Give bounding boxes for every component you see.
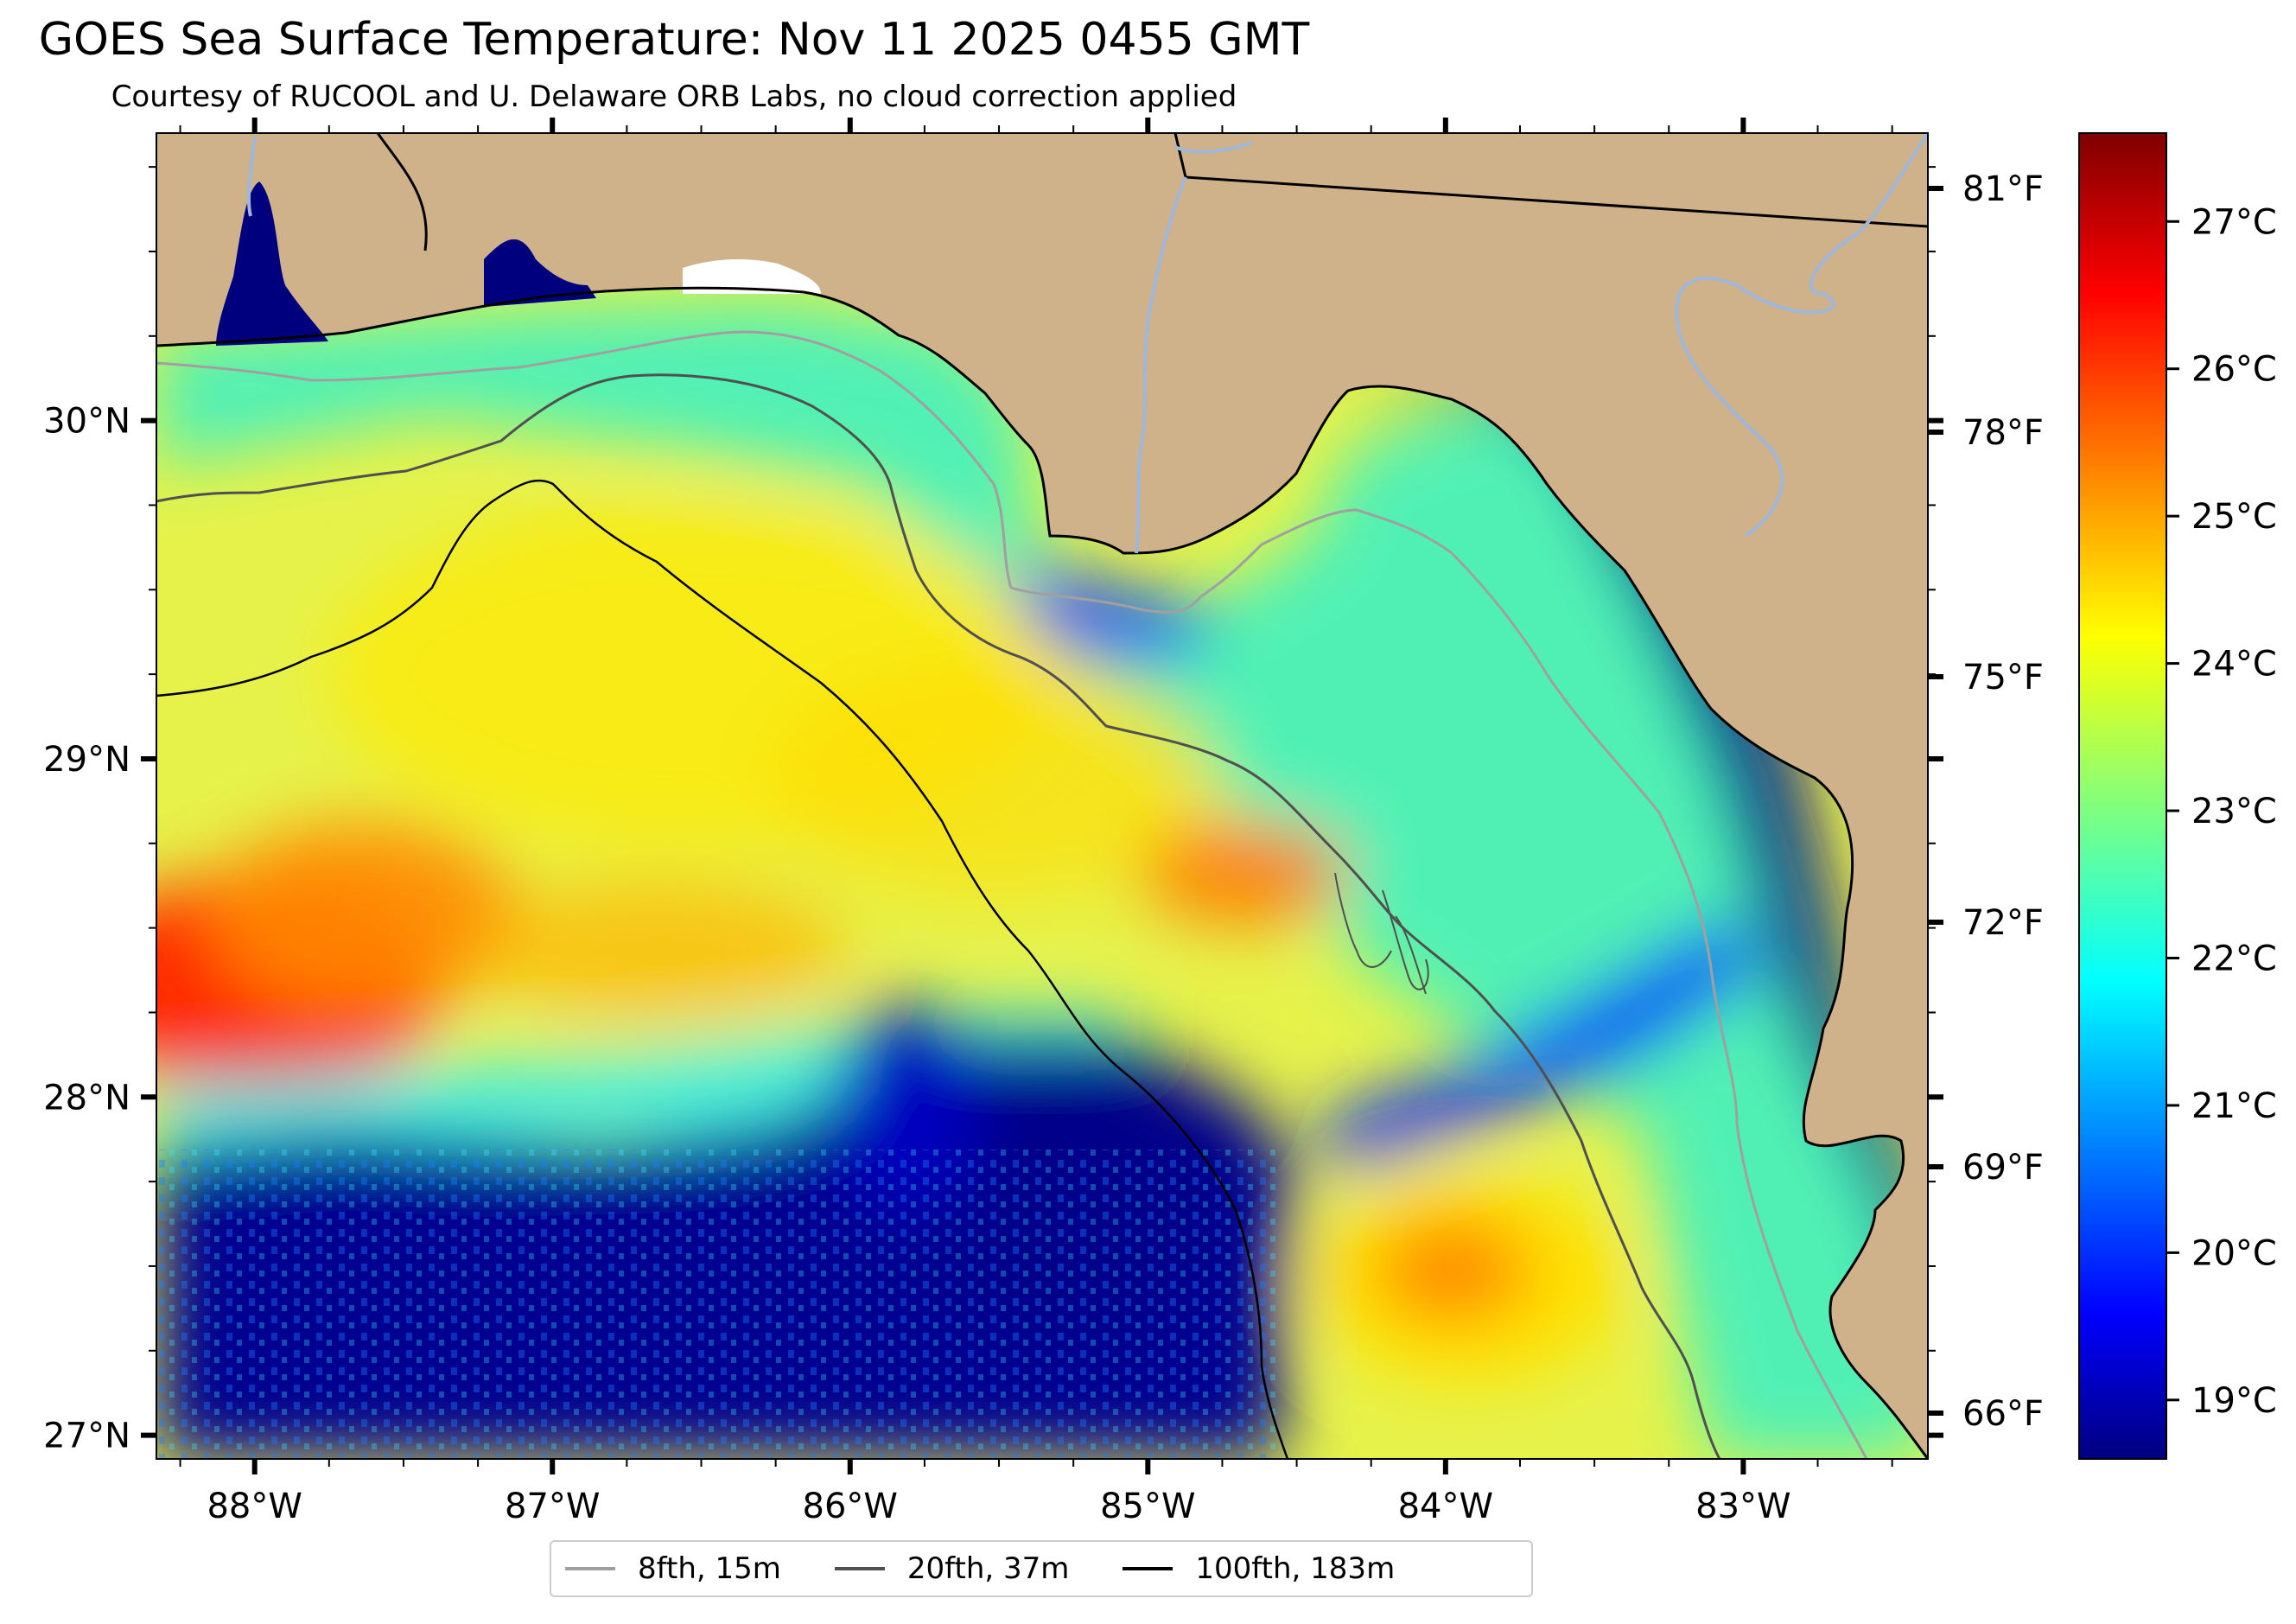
colorbar-label: 22°C — [2191, 939, 2277, 978]
legend-swatch-20fth — [834, 1567, 885, 1570]
lon-tick-label: 86°W — [803, 1487, 898, 1526]
legend-swatch-8fth — [565, 1567, 615, 1570]
colorbar-label: 21°C — [2191, 1086, 2277, 1126]
legend-item-8fth: 8fth, 15m — [565, 1551, 781, 1586]
colorbar-label: 24°C — [2191, 645, 2277, 685]
legend-item-100fth: 100fth, 183m — [1123, 1551, 1395, 1586]
colorbar-label: 23°C — [2191, 792, 2277, 831]
reef-contours — [1334, 872, 1429, 995]
map-subtitle: Courtesy of RUCOOL and U. Delaware ORB L… — [111, 80, 1237, 114]
fahrenheit-tick-label: 81°F — [1962, 169, 2044, 209]
fahrenheit-tick-label: 75°F — [1962, 658, 2044, 697]
colorbar-label: 26°C — [2191, 350, 2277, 390]
rivers — [246, 133, 1928, 554]
map-panel — [156, 133, 1928, 1459]
colorbar-labels: 19°C 20°C 21°C 22°C 23°C 24°C 25°C 26°C 27°C — [2166, 202, 2277, 1421]
map-frame — [156, 132, 1929, 1460]
sst-field — [156, 303, 1928, 1459]
land — [156, 133, 1928, 1459]
fahrenheit-tick-label: 72°F — [1962, 903, 2044, 943]
lon-tick-label: 83°W — [1695, 1487, 1790, 1526]
legend: 8fth, 15m 20fth, 37m 100fth, 183m — [550, 1540, 1533, 1597]
fahrenheit-tick-label: 66°F — [1962, 1394, 2044, 1434]
fahrenheit-tick-label: 69°F — [1962, 1148, 2044, 1188]
axis-layer: 88°W 87°W 86°W 85°W 84°W 83°W 27°N 28°N 29°N 30°N… — [43, 118, 2044, 1526]
colorbar-label: 20°C — [2191, 1233, 2277, 1273]
lat-tick-label: 30°N — [43, 402, 130, 442]
legend-item-20fth: 20fth, 37m — [834, 1551, 1070, 1586]
colorbar-label: 25°C — [2191, 497, 2277, 537]
lon-tick-label: 87°W — [505, 1487, 600, 1526]
colorbar — [2078, 132, 2167, 1460]
fahrenheit-tick-label: 78°F — [1962, 413, 2044, 453]
lat-tick-label: 29°N — [43, 740, 130, 780]
lon-tick-label: 84°W — [1398, 1487, 1493, 1526]
legend-label-20fth: 20fth, 37m — [906, 1551, 1070, 1586]
colorbar-label: 19°C — [2191, 1381, 2277, 1421]
legend-label-100fth: 100fth, 183m — [1195, 1551, 1396, 1586]
lon-tick-label: 88°W — [207, 1487, 302, 1526]
lat-tick-label: 27°N — [43, 1417, 130, 1456]
bathymetry-contours — [156, 330, 1868, 1459]
lat-tick-label: 28°N — [43, 1078, 130, 1118]
coastline — [156, 286, 1928, 1459]
legend-label-8fth: 8fth, 15m — [638, 1551, 781, 1586]
map-title: GOES Sea Surface Temperature: Nov 11 202… — [38, 14, 1310, 66]
lon-tick-label: 85°W — [1100, 1487, 1195, 1526]
colorbar-label: 27°C — [2191, 202, 2277, 242]
legend-swatch-100fth — [1123, 1567, 1173, 1570]
